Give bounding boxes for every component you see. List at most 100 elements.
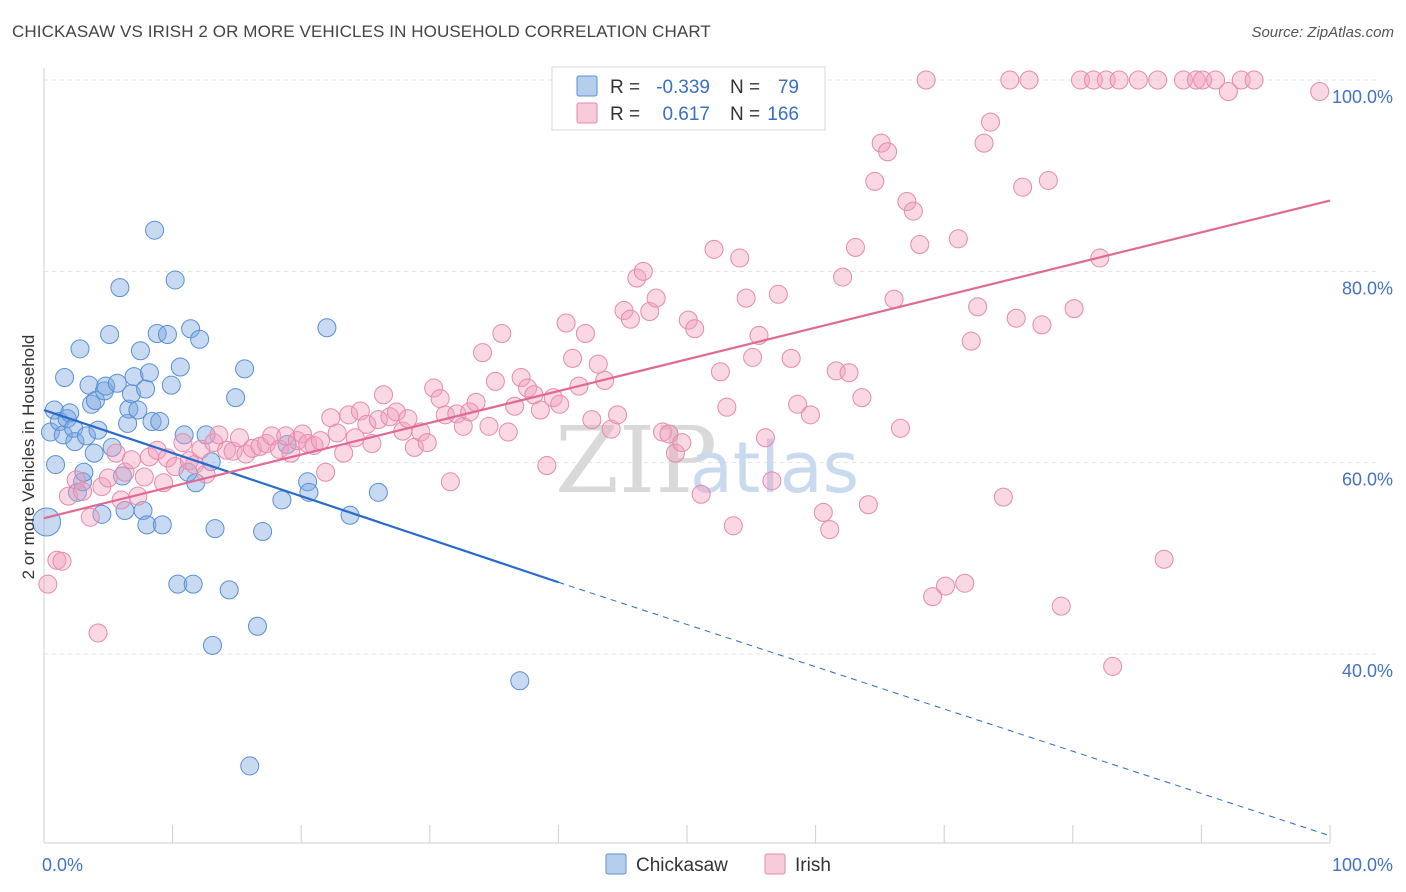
irish-point <box>813 502 833 522</box>
irish-point <box>884 289 904 309</box>
irish-point <box>1013 177 1033 197</box>
bottom-legend-label-irish: Irish <box>795 855 831 876</box>
chickasaw-point <box>219 580 239 600</box>
irish-point <box>845 237 865 257</box>
irish-point <box>368 410 388 430</box>
top-legend: R = -0.339 N = 79 R = 0.617 N = 166 <box>551 66 826 131</box>
irish-point <box>537 456 557 476</box>
legend-r-label-irish: R = <box>610 104 640 125</box>
chickasaw-point <box>183 574 203 594</box>
chickasaw-point <box>137 515 157 535</box>
chickasaw-point <box>124 367 144 387</box>
irish-point <box>858 495 878 515</box>
irish-point <box>665 443 685 463</box>
y-tick-label: 40.0% <box>1342 661 1393 681</box>
irish-point <box>550 394 570 414</box>
chickasaw-point <box>133 501 153 520</box>
legend-r-value-chickasaw: -0.339 <box>656 77 710 98</box>
irish-point <box>723 516 743 536</box>
irish-point <box>498 422 518 442</box>
irish-point <box>961 331 981 351</box>
irish-point <box>492 324 512 344</box>
irish-point <box>646 288 666 308</box>
legend-r-value-irish: 0.617 <box>662 104 710 125</box>
x-tick-label: 0.0% <box>42 855 83 875</box>
irish-point <box>653 422 673 442</box>
irish-point <box>88 623 108 643</box>
chickasaw-point <box>510 671 530 691</box>
chickasaw-point <box>84 443 104 463</box>
irish-point <box>511 368 531 388</box>
chickasaw-point <box>53 425 73 445</box>
chickasaw-point <box>65 432 85 452</box>
irish-point <box>276 426 296 446</box>
irish-point <box>691 484 711 504</box>
axes <box>43 68 1331 844</box>
chickasaw-point <box>170 357 190 377</box>
chickasaw-point <box>76 426 96 446</box>
y-tick-label: 60.0% <box>1342 470 1393 490</box>
chickasaw-point <box>205 519 225 539</box>
irish-point <box>1218 81 1238 101</box>
chickasaw-point <box>107 373 127 393</box>
irish-point <box>710 362 730 382</box>
chickasaw-point <box>240 756 260 776</box>
irish-point <box>165 456 185 476</box>
chickasaw-point <box>190 329 210 349</box>
irish-point <box>1244 70 1264 90</box>
irish-point <box>292 424 312 444</box>
tick-labels: 40.0% 60.0% 80.0% 100.0% 0.0% 100.0% <box>42 87 1393 875</box>
chickasaw-point <box>298 472 318 492</box>
irish-point <box>833 267 853 287</box>
irish-point <box>910 235 930 255</box>
irish-point <box>620 309 640 329</box>
chickasaw-point <box>139 363 159 383</box>
irish-point <box>316 462 336 482</box>
irish-point <box>1186 70 1206 90</box>
legend-swatch-irish <box>576 102 598 124</box>
watermark: ZIP atlas <box>555 407 859 514</box>
chickasaw-point <box>82 394 102 414</box>
chickasaw-point <box>128 400 148 420</box>
irish-point <box>948 229 968 249</box>
irish-point <box>968 297 988 317</box>
chickasaw-point <box>142 412 162 432</box>
chickasaw-point <box>70 339 90 359</box>
chickasaw-point <box>235 359 255 379</box>
irish-point <box>1128 70 1148 90</box>
irish-point <box>897 191 917 211</box>
legend-r-label-chickasaw: R = <box>610 77 640 98</box>
legend-n-value-chickasaw: 79 <box>778 77 799 98</box>
irish-point <box>398 409 418 429</box>
bottom-legend: Chickasaw Irish <box>605 853 831 876</box>
irish-point <box>374 385 394 405</box>
irish-point <box>993 487 1013 507</box>
irish-point <box>955 573 975 593</box>
irish-point <box>563 348 583 368</box>
irish-point <box>762 471 782 491</box>
chickasaw-point <box>157 324 177 344</box>
bottom-legend-swatch-irish <box>764 853 786 875</box>
irish-point <box>38 574 58 594</box>
irish-point <box>440 472 460 492</box>
irish-point <box>633 261 653 281</box>
chickasaw-point <box>161 375 181 395</box>
irish-point <box>736 288 756 308</box>
irish-point <box>781 348 801 368</box>
chickasaw-point <box>174 425 194 445</box>
irish-point <box>479 416 499 436</box>
irish-point <box>1006 308 1026 328</box>
irish-point <box>453 416 473 436</box>
irish-point <box>485 371 505 391</box>
chickasaw-point <box>100 324 120 344</box>
chickasaw-point <box>110 278 130 298</box>
irish-point <box>575 324 595 344</box>
irish-point <box>672 433 692 453</box>
irish-point <box>556 313 576 333</box>
irish-point <box>1064 299 1084 319</box>
irish-point <box>852 388 872 408</box>
chickasaw-trend-extension <box>558 581 1331 837</box>
irish-point <box>582 410 602 430</box>
chickasaw-point <box>73 472 93 492</box>
chickasaw-point <box>201 452 221 472</box>
